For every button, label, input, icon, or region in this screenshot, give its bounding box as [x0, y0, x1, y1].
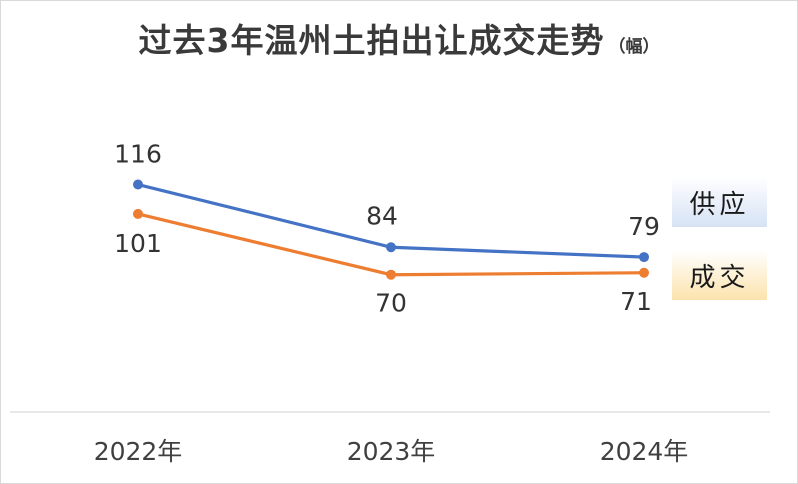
data-label: 71: [620, 287, 652, 316]
x-tick-label: 2023年: [347, 437, 436, 466]
chart-unit: （幅）: [608, 37, 660, 57]
x-tick-label: 2022年: [94, 437, 183, 466]
data-label: 101: [114, 229, 162, 258]
data-point: [386, 242, 396, 253]
x-tick-labels: 2022年 2023年 2024年: [94, 437, 689, 466]
data-point: [639, 252, 649, 263]
data-label: 70: [375, 289, 407, 318]
data-label: 116: [114, 140, 162, 169]
data-label: 79: [628, 212, 660, 241]
series-layer: [133, 179, 649, 280]
data-point: [133, 208, 143, 219]
data-point: [386, 269, 396, 280]
data-point: [133, 179, 143, 190]
legend-supply: 供应: [672, 177, 767, 227]
data-labels-layer: 116 84 79 101 70 71: [114, 140, 660, 318]
data-label: 84: [366, 201, 398, 230]
chart-title-text: 过去3年温州土拍出让成交走势: [138, 21, 605, 60]
data-point: [639, 267, 649, 278]
x-tick-label: 2024年: [600, 437, 689, 466]
legend-deal: 成交: [672, 250, 767, 300]
chart-title: 过去3年温州土拍出让成交走势 （幅）: [0, 14, 798, 62]
